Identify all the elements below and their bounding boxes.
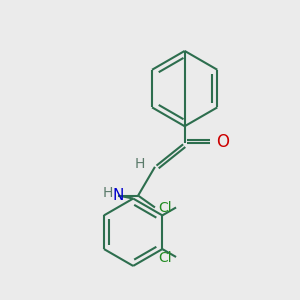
Text: H: H [102,186,112,200]
Text: Cl: Cl [158,202,172,215]
Text: N: N [112,188,124,203]
Text: O: O [216,133,229,151]
Text: Cl: Cl [158,251,172,265]
Text: H: H [135,157,145,171]
